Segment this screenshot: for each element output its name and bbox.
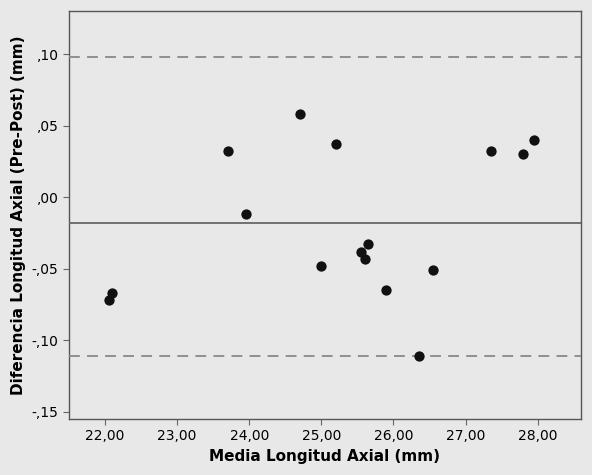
- Point: [519, 151, 528, 158]
- Point: [104, 296, 113, 304]
- X-axis label: Media Longitud Axial (mm): Media Longitud Axial (mm): [210, 449, 440, 464]
- Point: [429, 266, 438, 274]
- Point: [295, 110, 304, 118]
- Point: [414, 352, 423, 360]
- Point: [360, 255, 369, 263]
- Point: [356, 247, 366, 255]
- Point: [331, 141, 340, 148]
- Point: [317, 262, 326, 270]
- Point: [381, 286, 391, 294]
- Point: [241, 210, 250, 218]
- Point: [223, 148, 232, 155]
- Point: [363, 240, 373, 248]
- Point: [529, 136, 539, 144]
- Point: [486, 148, 496, 155]
- Y-axis label: Diferencia Longitud Axial (Pre-Post) (mm): Diferencia Longitud Axial (Pre-Post) (mm…: [11, 35, 26, 395]
- Point: [108, 289, 117, 297]
